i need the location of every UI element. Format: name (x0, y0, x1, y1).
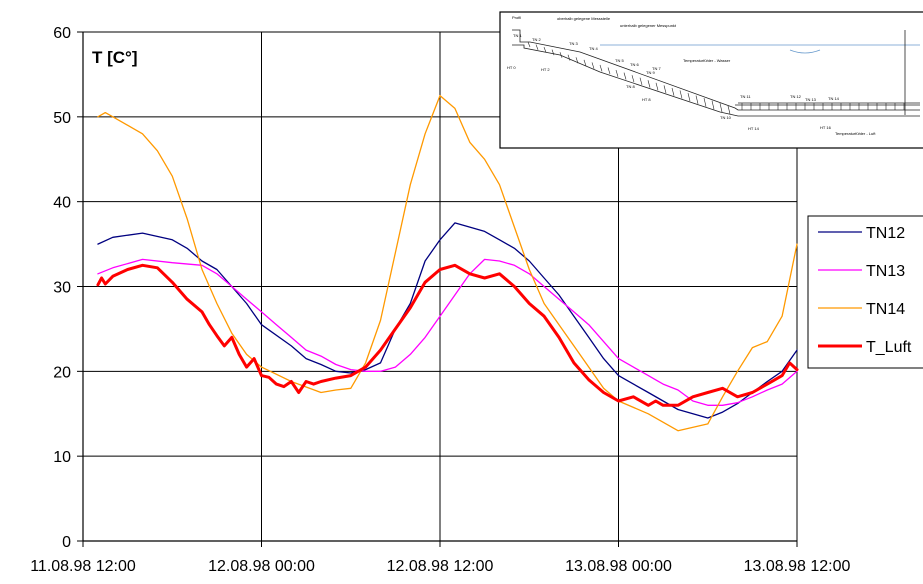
inset-rung (719, 103, 723, 113)
inset-heading: Profil (512, 15, 521, 20)
inset-red-label: TN 10 (720, 115, 732, 120)
legend-label-t-luft: T_Luft (866, 339, 912, 356)
legend-box (807, 215, 923, 369)
inset-red-label: TN 7 (652, 66, 661, 71)
inset-rung (567, 54, 571, 61)
inset-rung (663, 85, 667, 94)
inset-rung (599, 64, 603, 72)
inset-black-label: HT 16 (820, 125, 832, 130)
inset-rung (703, 98, 707, 107)
y-tick-label: 10 (53, 449, 71, 466)
inset-ladder-rungs (527, 41, 905, 115)
inset-black-label: HT 8 (642, 97, 651, 102)
y-tick-label: 50 (53, 110, 71, 127)
inset-rung (639, 77, 643, 85)
x-tick-label: 13.08.98 12:00 (744, 558, 851, 575)
inset-rung (623, 72, 627, 80)
legend-items: TN12 TN13 TN14 T_Luft (818, 225, 912, 356)
inset-rung (695, 95, 699, 104)
inset-rung (727, 105, 731, 115)
inset-note-2: unterhalb gelegener Messpunkt (620, 23, 677, 28)
y-tick-label: 40 (53, 195, 71, 212)
y-tick-label: 60 (53, 25, 71, 42)
inset-note-3: Temperaturfühler - Wasser (683, 58, 731, 63)
inset-rung (671, 87, 675, 96)
inset-rung (551, 49, 555, 56)
inset-red-label: TN 3 (569, 41, 578, 46)
inset-rung (679, 90, 683, 99)
inset-rung (607, 67, 611, 75)
inset-red-label: TN 13 (805, 97, 817, 102)
inset-frame (499, 11, 923, 149)
x-tick-label: 12.08.98 00:00 (208, 558, 315, 575)
inset-drawing (512, 29, 920, 117)
inset-red-label: TN 6 (630, 62, 639, 67)
series-line-tn12 (97, 222, 798, 419)
profile-diagram-inset: Profil oberhalb gelegene Messstelle unte… (499, 11, 923, 149)
inset-red-label: TN 14 (828, 96, 840, 101)
inset-rung (687, 92, 691, 102)
inset-rung (543, 46, 547, 53)
x-tick-label: 12.08.98 12:00 (387, 558, 494, 575)
y-tick-label: 20 (53, 364, 71, 381)
inset-rung (559, 52, 563, 58)
series-line-tn14 (97, 94, 798, 432)
y-axis-unit-label: T [C°] (92, 48, 138, 67)
inset-black-label: HT 14 (748, 126, 760, 131)
inset-red-label: TN 1 (513, 33, 522, 38)
inset-red-label: TN 9 (646, 70, 655, 75)
inset-rung (527, 41, 531, 48)
series-lines (96, 94, 799, 432)
inset-note-1: oberhalb gelegene Messstelle (557, 16, 611, 21)
inset-red-label: TN 4 (589, 46, 598, 51)
legend-label-tn13: TN13 (866, 263, 905, 280)
inset-rung (583, 59, 587, 67)
inset-rung (591, 62, 595, 69)
inset-red-label: TN 12 (790, 94, 802, 99)
inset-rung (535, 44, 539, 50)
inset-red-label: TN 8 (626, 84, 635, 89)
inset-red-label: TN 11 (740, 94, 751, 99)
inset-rung (575, 57, 579, 64)
inset-black-label: HT 0 (507, 65, 516, 70)
x-tick-label: 13.08.98 00:00 (565, 558, 672, 575)
series-line-t-luft (96, 263, 799, 407)
x-tick-label: 11.08.98 12:00 (30, 558, 136, 575)
y-tick-label: 30 (53, 280, 71, 297)
legend: TN12 TN13 TN14 T_Luft (807, 215, 923, 369)
inset-note-4: Temperaturfühler - Luft (835, 131, 876, 136)
inset-red-label: TN 5 (615, 58, 624, 63)
inset-point-labels: TN 1 TN 2 TN 3 TN 4 TN 5 TN 6 TN 7 TN 8 TN 9 TN 1… (507, 33, 840, 131)
inset-rung (615, 69, 619, 77)
inset-rung (711, 100, 715, 110)
y-tick-label: 0 (62, 534, 71, 551)
inset-rung (647, 80, 651, 88)
axes (77, 31, 798, 547)
inset-black-label: HT 2 (541, 67, 550, 72)
inset-rung (655, 82, 659, 91)
legend-label-tn14: TN14 (866, 301, 905, 318)
inset-red-label: TN 2 (532, 37, 541, 42)
inset-rung (631, 75, 635, 83)
legend-label-tn12: TN12 (866, 225, 905, 242)
tick-labels: 0 10 20 30 40 50 60 11.08.98 12:00 12.08.98 00:0… (30, 25, 850, 575)
